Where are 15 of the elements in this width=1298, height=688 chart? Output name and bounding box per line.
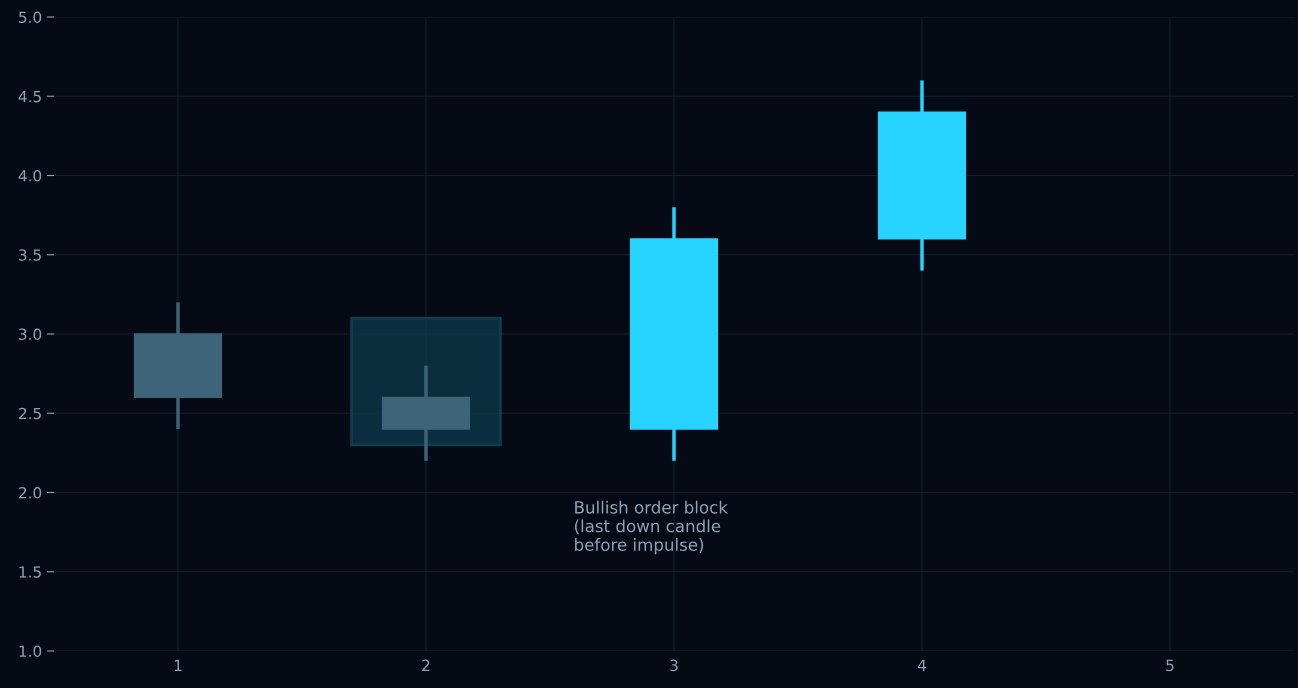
y-tick-label: 2.5: [19, 407, 41, 420]
x-tick-label: 1: [174, 659, 182, 671]
x-tick-label: 4: [917, 659, 926, 671]
y-tick-label: 3.5: [19, 249, 41, 261]
y-tick-label: 1.5: [19, 566, 41, 578]
annotation: Bullish order block (last down candle before impulse): [574, 500, 728, 555]
y-tick-label: 4.0: [18, 169, 42, 182]
y-tick-label: 5.0: [19, 11, 42, 24]
y-tick-label: 1.0: [19, 645, 42, 658]
y-tick-label: 4.5: [18, 90, 41, 103]
x-tick-label: 3: [670, 659, 678, 672]
y-tick-label: 3.0: [19, 328, 42, 341]
x-tick-label: 5: [1166, 659, 1174, 672]
y-tick-label: 2.0: [19, 486, 42, 499]
x-tick-label: 2: [422, 659, 430, 671]
